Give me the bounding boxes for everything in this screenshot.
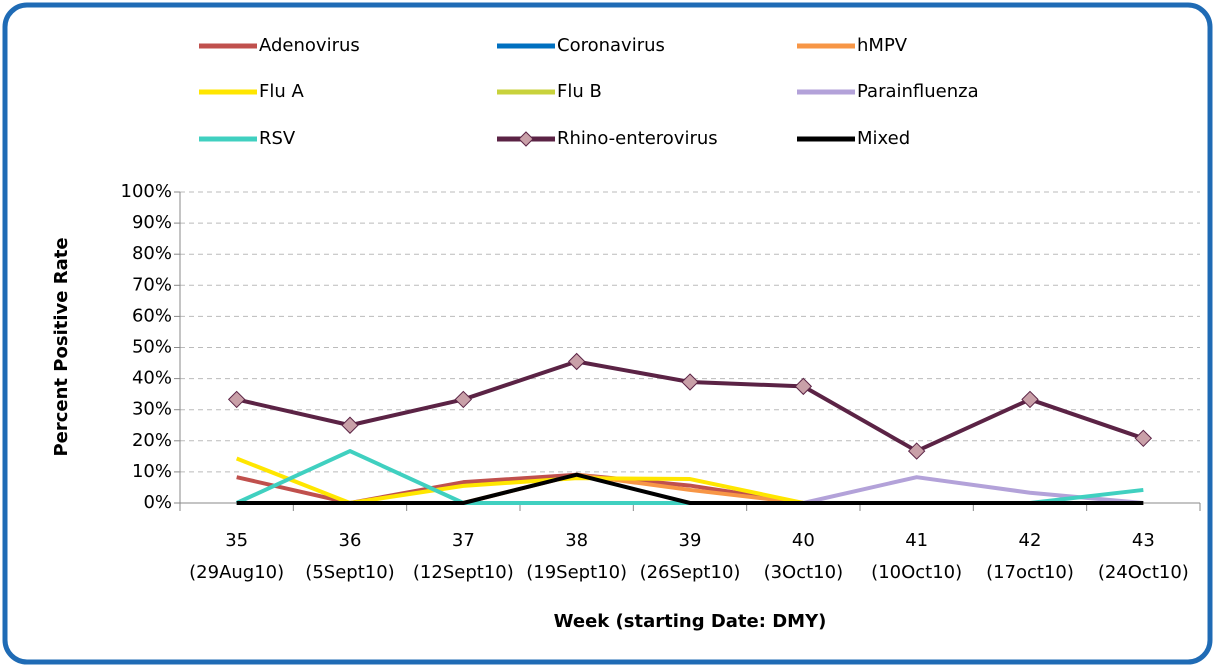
legend-marker (518, 131, 534, 147)
x-tick-label: 36 (339, 530, 362, 551)
y-tick-label: 10% (132, 461, 172, 482)
x-tick-label: 39 (679, 530, 702, 551)
x-tick-label: 38 (565, 530, 588, 551)
y-tick-label: 70% (132, 274, 172, 295)
legend-label: Flu A (259, 81, 304, 102)
x-tick-label: (29Aug10) (189, 562, 284, 583)
y-tick-label: 90% (132, 212, 172, 233)
series-marker (794, 377, 813, 396)
x-tick-label: 43 (1132, 530, 1155, 551)
y-tick-label: 80% (132, 243, 172, 264)
series-marker (1134, 429, 1153, 448)
series-marker (454, 390, 473, 409)
x-tick-label: 41 (905, 530, 928, 551)
y-tick-label: 60% (132, 305, 172, 326)
y-tick-label: 0% (143, 492, 172, 513)
x-tick-label: (5Sept10) (305, 562, 394, 583)
x-tick-label: 42 (1019, 530, 1042, 551)
series-marker (681, 373, 699, 391)
x-tick-label: (24Oct10) (1098, 562, 1189, 583)
legend-label: Adenovirus (259, 35, 360, 56)
y-tick-label: 40% (132, 368, 172, 389)
x-tick-label: (19Sept10) (526, 562, 627, 583)
legend-label: RSV (259, 128, 296, 149)
legend-label: Mixed (857, 128, 910, 149)
legend-label: Rhino-enterovirus (557, 128, 718, 149)
x-tick-label: (3Oct10) (764, 562, 844, 583)
x-axis-title: Week (starting Date: DMY) (554, 611, 827, 632)
y-tick-label: 50% (132, 337, 172, 358)
y-axis-title: Percent Positive Rate (51, 237, 72, 456)
series-marker (341, 416, 359, 434)
x-tick-label: (17oct10) (986, 562, 1074, 583)
series-line (236, 472, 1144, 505)
x-tick-label: (10Oct10) (871, 562, 962, 583)
legend-label: Parainfluenza (857, 81, 979, 102)
series-marker (1021, 390, 1039, 409)
x-tick-label: 37 (452, 530, 475, 551)
legend-label: hMPV (857, 35, 908, 56)
y-tick-label: 100% (121, 181, 172, 202)
legend-label: Coronavirus (557, 35, 665, 56)
x-tick-label: 40 (792, 530, 815, 551)
x-tick-label: (26Sept10) (640, 562, 741, 583)
x-tick-label: 35 (225, 530, 248, 551)
series-marker (907, 442, 926, 460)
series-marker (227, 390, 246, 409)
y-tick-label: 20% (132, 430, 172, 451)
series-marker (567, 352, 586, 371)
x-tick-label: (12Sept10) (413, 562, 514, 583)
y-tick-label: 30% (132, 399, 172, 420)
legend-label: Flu B (557, 81, 602, 102)
